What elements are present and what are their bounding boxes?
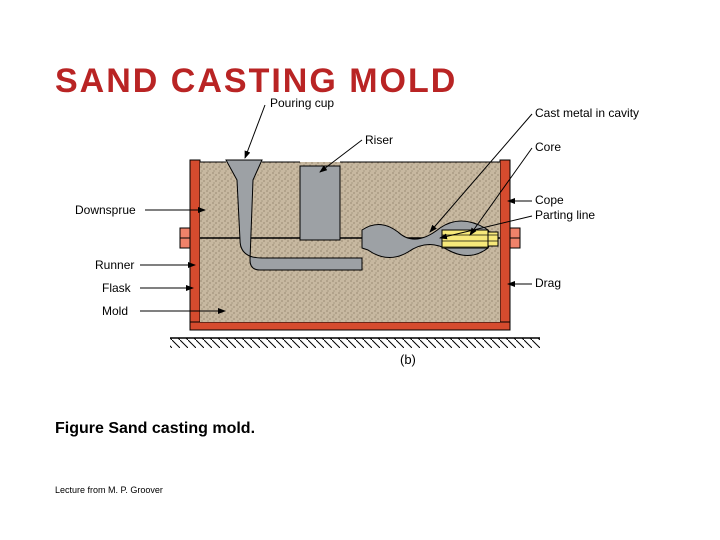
- label-riser: Riser: [365, 133, 393, 147]
- label-pouring-cup: Pouring cup: [270, 96, 334, 110]
- footer-credit: Lecture from M. P. Groover: [55, 485, 163, 495]
- label-drag: Drag: [535, 276, 561, 290]
- core: [442, 230, 488, 248]
- sand-casting-diagram: Downsprue Runner Flask Mold Pouring cup …: [140, 100, 680, 380]
- label-mold: Mold: [102, 304, 128, 318]
- subfigure-label: (b): [400, 352, 416, 367]
- figure-caption: Figure Sand casting mold.: [55, 420, 255, 438]
- label-cope: Cope: [535, 193, 564, 207]
- label-core: Core: [535, 140, 561, 154]
- page-title: SAND CASTING MOLD: [55, 62, 457, 101]
- label-flask: Flask: [102, 281, 131, 295]
- label-parting-line: Parting line: [535, 208, 595, 222]
- riser: [300, 166, 340, 240]
- label-downsprue: Downsprue: [75, 203, 136, 217]
- label-cast-metal: Cast metal in cavity: [535, 106, 639, 120]
- label-runner: Runner: [95, 258, 134, 272]
